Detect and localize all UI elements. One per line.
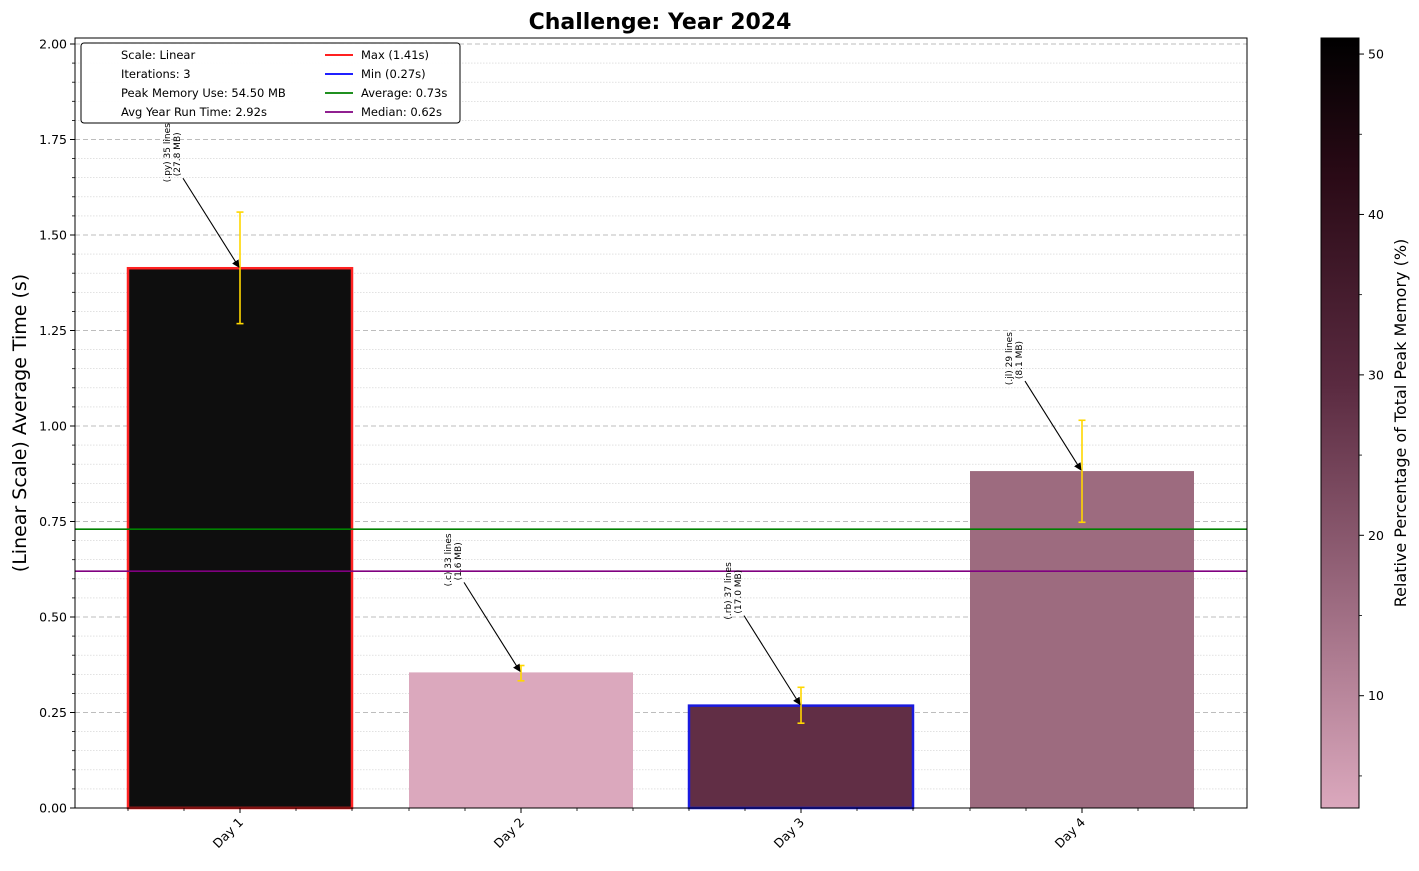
bar-day-1: [126, 266, 354, 810]
y-axis-label: (Linear Scale) Average Time (s): [9, 274, 31, 572]
colorbar-tick-label: 10: [1368, 688, 1384, 703]
y-tick-label: 2.00: [39, 37, 67, 52]
annotation-arrow: [182, 177, 240, 268]
y-tick-label: 1.25: [39, 323, 67, 338]
annotation-arrow: [463, 582, 521, 673]
annotation-label: (.c) 33 lines (1.6 MB): [444, 533, 464, 586]
x-axis: Day 1 Day 2 Day 3 Day 4: [127, 808, 1195, 851]
colorbar-ticks: 10 20 30 40 50: [1359, 47, 1384, 777]
bar-layer: [126, 266, 1194, 810]
legend: Scale: Linear Iterations: 3 Peak Memory …: [80, 42, 461, 124]
annotation-arrow: [1024, 380, 1082, 471]
colorbar-gradient: [1320, 37, 1360, 809]
bar-day-2: [409, 672, 633, 808]
legend-peak-memory: Peak Memory Use: 54.50 MB: [121, 86, 286, 100]
annotation-layer: (.py) 35 lines (27.8 MB) (.c) 33 lines (1.6…: [163, 123, 1082, 706]
chart-title: Challenge: Year 2024: [529, 10, 792, 35]
annotation-line2: (8.1 MB): [1015, 341, 1025, 379]
legend-average-label: Average: 0.73s: [361, 86, 447, 100]
legend-box: [80, 42, 461, 124]
x-tick-label: Day 3: [771, 815, 807, 851]
colorbar-tick-label: 40: [1368, 207, 1384, 222]
annotation-label: (.jl) 29 lines (8.1 MB): [1005, 332, 1025, 385]
x-tick-label: Day 4: [1052, 814, 1089, 851]
legend-iterations: Iterations: 3: [121, 67, 191, 81]
annotation-line1: (.jl) 29 lines: [1005, 332, 1015, 385]
y-tick-label: 0.75: [39, 514, 67, 529]
colorbar-tick-label: 20: [1368, 528, 1384, 543]
x-tick-label: Day 2: [491, 815, 527, 851]
plot-frame: [74, 37, 1248, 809]
y-tick-label: 0.25: [39, 705, 67, 720]
error-bar-layer: [236, 211, 1086, 724]
y-tick-label: 0.50: [39, 610, 67, 625]
colorbar-tick-label: 50: [1368, 47, 1384, 62]
y-tick-label: 0.00: [39, 801, 67, 816]
y-tick-label: 1.50: [39, 228, 67, 243]
x-tick-label: Day 1: [210, 815, 246, 851]
y-tick-label: 1.00: [39, 419, 67, 434]
legend-median-label: Median: 0.62s: [361, 105, 442, 119]
annotation-line2: (1.6 MB): [454, 542, 464, 580]
annotation-line2: (17.0 MB): [734, 570, 744, 614]
annotation-line1: (.c) 33 lines: [444, 533, 454, 586]
bar-day-4: [970, 471, 1194, 808]
reference-lines: [75, 528, 1247, 572]
annotation-line1: (.rb) 37 lines: [724, 562, 734, 620]
legend-max-label: Max (1.41s): [361, 48, 429, 62]
colorbar-tick-label: 30: [1368, 367, 1384, 382]
colorbar: 10 20 30 40 50 Relative Percentage of Total …: [1320, 37, 1410, 809]
colorbar-label: Relative Percentage of Total Peak Memory…: [1391, 239, 1410, 608]
legend-scale: Scale: Linear: [121, 48, 195, 62]
legend-min-label: Min (0.27s): [361, 67, 426, 81]
annotation-label: (.py) 35 lines (27.8 MB): [163, 123, 183, 182]
annotation-line1: (.py) 35 lines: [163, 123, 173, 182]
y-axis: 0.00 0.25 0.50 0.75 1.00 1.25 1.50 1.75 2.00: [39, 37, 75, 816]
annotation-label: (.rb) 37 lines (17.0 MB): [724, 562, 744, 620]
y-tick-label: 1.75: [39, 132, 67, 147]
annotation-arrow: [743, 615, 801, 706]
annotation-line2: (27.8 MB): [173, 132, 183, 176]
legend-avg-run-time: Avg Year Run Time: 2.92s: [121, 105, 267, 119]
